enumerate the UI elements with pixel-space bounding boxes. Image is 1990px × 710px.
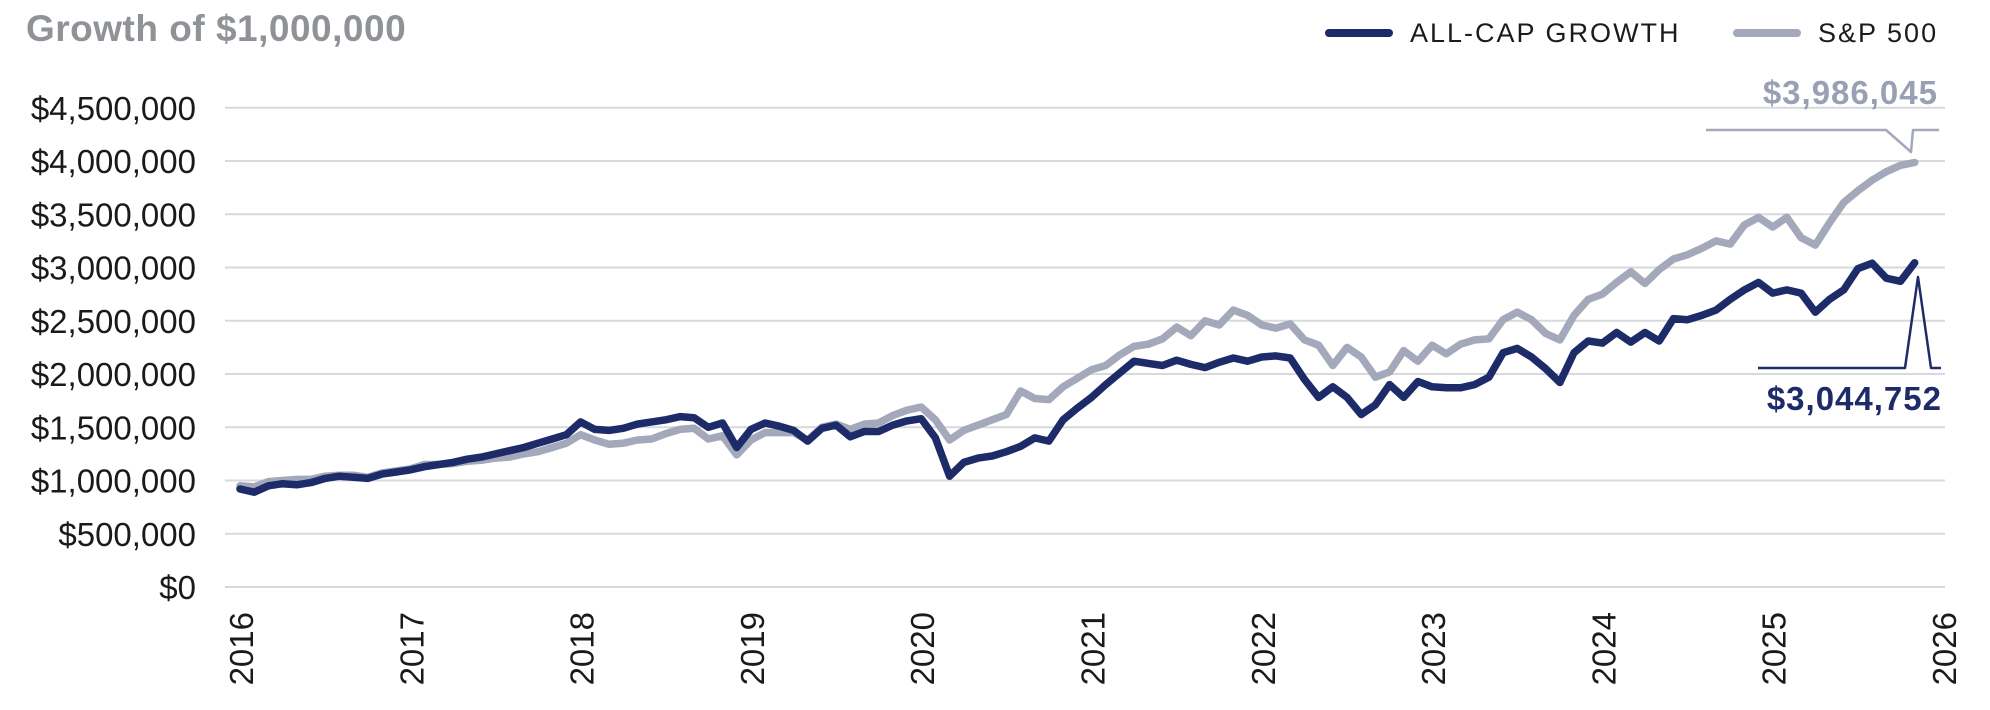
x-tick-label: 2022 [1245,612,1282,685]
legend-label-sp500: S&P 500 [1818,17,1939,48]
legend-item-all-cap-growth: ALL-CAP GROWTH [1325,13,1681,53]
y-tick-label: $3,500,000 [31,196,196,233]
sp500-end-value-label: $3,986,045 [1763,74,1938,111]
gridlines [225,106,1945,588]
y-tick-label: $4,000,000 [31,143,196,180]
legend-item-sp500: S&P 500 [1733,13,1938,53]
y-tick-label: $2,000,000 [31,356,196,393]
legend-label-all-cap-growth: ALL-CAP GROWTH [1410,17,1681,48]
all-cap-growth-end-value-label: $3,044,752 [1767,380,1942,417]
legend-swatch-all-cap-growth-icon [1325,29,1393,37]
y-tick-label: $4,500,000 [31,90,196,127]
y-tick-label: $1,000,000 [31,463,196,500]
x-tick-label: 2019 [734,612,771,685]
legend-swatch-sp500-icon [1733,29,1801,37]
y-tick-label: $1,500,000 [31,409,196,446]
x-tick-label: 2023 [1415,612,1452,685]
series-line-all-cap-growth [236,258,1919,496]
y-tick-label: $3,000,000 [31,250,196,287]
y-tick-label: $500,000 [58,516,196,553]
x-tick-label: 2018 [564,612,601,685]
y-tick-label: $0 [159,569,196,606]
sp500-callout-pointer [1706,128,1939,154]
chart-title: Growth of $1,000,000 [26,8,407,49]
x-tick-label: 2025 [1756,612,1793,685]
callouts: $3,986,045 $3,044,752 [1706,74,1942,417]
all-cap-growth-callout-pointer [1758,275,1941,370]
y-axis-labels: $0 $500,000 $1,000,000 $1,500,000 $2,000,000… [31,90,196,606]
x-tick-label: 2024 [1585,612,1622,685]
x-tick-label: 2026 [1926,612,1963,685]
x-axis-labels: 2016 2017 2018 2019 2020 2021 2022 2023 2024 2025… [223,612,1963,685]
series-lines [236,158,1919,496]
y-tick-label: $2,500,000 [31,303,196,340]
x-tick-label: 2020 [904,612,941,685]
x-tick-label: 2017 [393,612,430,685]
x-tick-label: 2016 [223,612,260,685]
series-line-s-p-500 [236,158,1919,491]
x-tick-label: 2021 [1075,612,1112,685]
